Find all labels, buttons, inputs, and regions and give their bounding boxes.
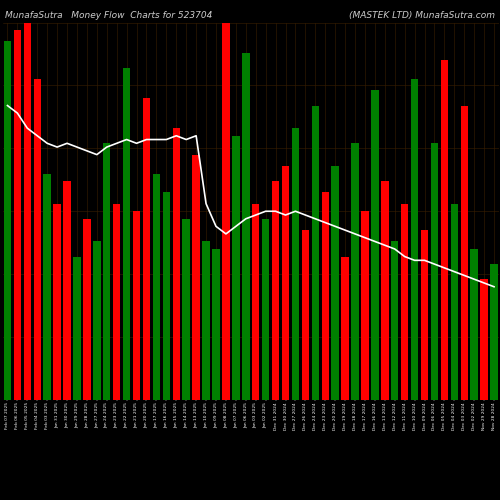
Bar <box>242 52 250 400</box>
Bar <box>352 144 358 400</box>
Bar <box>54 204 61 400</box>
Bar <box>143 98 150 400</box>
Bar <box>292 128 299 400</box>
Bar <box>401 204 408 400</box>
Bar <box>103 144 110 400</box>
Bar <box>182 219 190 400</box>
Bar <box>480 279 488 400</box>
Bar <box>342 256 349 400</box>
Text: (MASTEK LTD) MunafaSutra.com: (MASTEK LTD) MunafaSutra.com <box>349 11 495 20</box>
Bar <box>411 79 418 400</box>
Bar <box>272 181 280 400</box>
Bar <box>421 230 428 400</box>
Bar <box>4 42 11 400</box>
Bar <box>440 60 448 400</box>
Bar <box>262 219 270 400</box>
Bar <box>123 68 130 400</box>
Bar <box>490 264 498 400</box>
Bar <box>133 211 140 400</box>
Bar <box>83 219 90 400</box>
Bar <box>312 106 319 400</box>
Bar <box>202 242 210 400</box>
Bar <box>361 211 368 400</box>
Bar <box>332 166 339 400</box>
Bar <box>222 22 230 400</box>
Bar <box>64 181 71 400</box>
Bar <box>450 204 458 400</box>
Bar <box>14 30 21 400</box>
Bar <box>381 181 388 400</box>
Bar <box>391 242 398 400</box>
Bar <box>172 128 180 400</box>
Bar <box>232 136 239 400</box>
Bar <box>470 249 478 400</box>
Bar <box>212 249 220 400</box>
Bar <box>302 230 309 400</box>
Bar <box>93 242 100 400</box>
Bar <box>430 144 438 400</box>
Bar <box>44 174 51 400</box>
Bar <box>34 79 41 400</box>
Text: MunafaSutra   Money Flow  Charts for 523704: MunafaSutra Money Flow Charts for 523704 <box>5 11 212 20</box>
Bar <box>282 166 289 400</box>
Bar <box>113 204 120 400</box>
Bar <box>371 90 378 400</box>
Bar <box>460 106 468 400</box>
Bar <box>152 174 160 400</box>
Bar <box>192 154 200 400</box>
Bar <box>24 22 31 400</box>
Bar <box>322 192 329 400</box>
Bar <box>74 256 80 400</box>
Bar <box>252 204 260 400</box>
Bar <box>162 192 170 400</box>
